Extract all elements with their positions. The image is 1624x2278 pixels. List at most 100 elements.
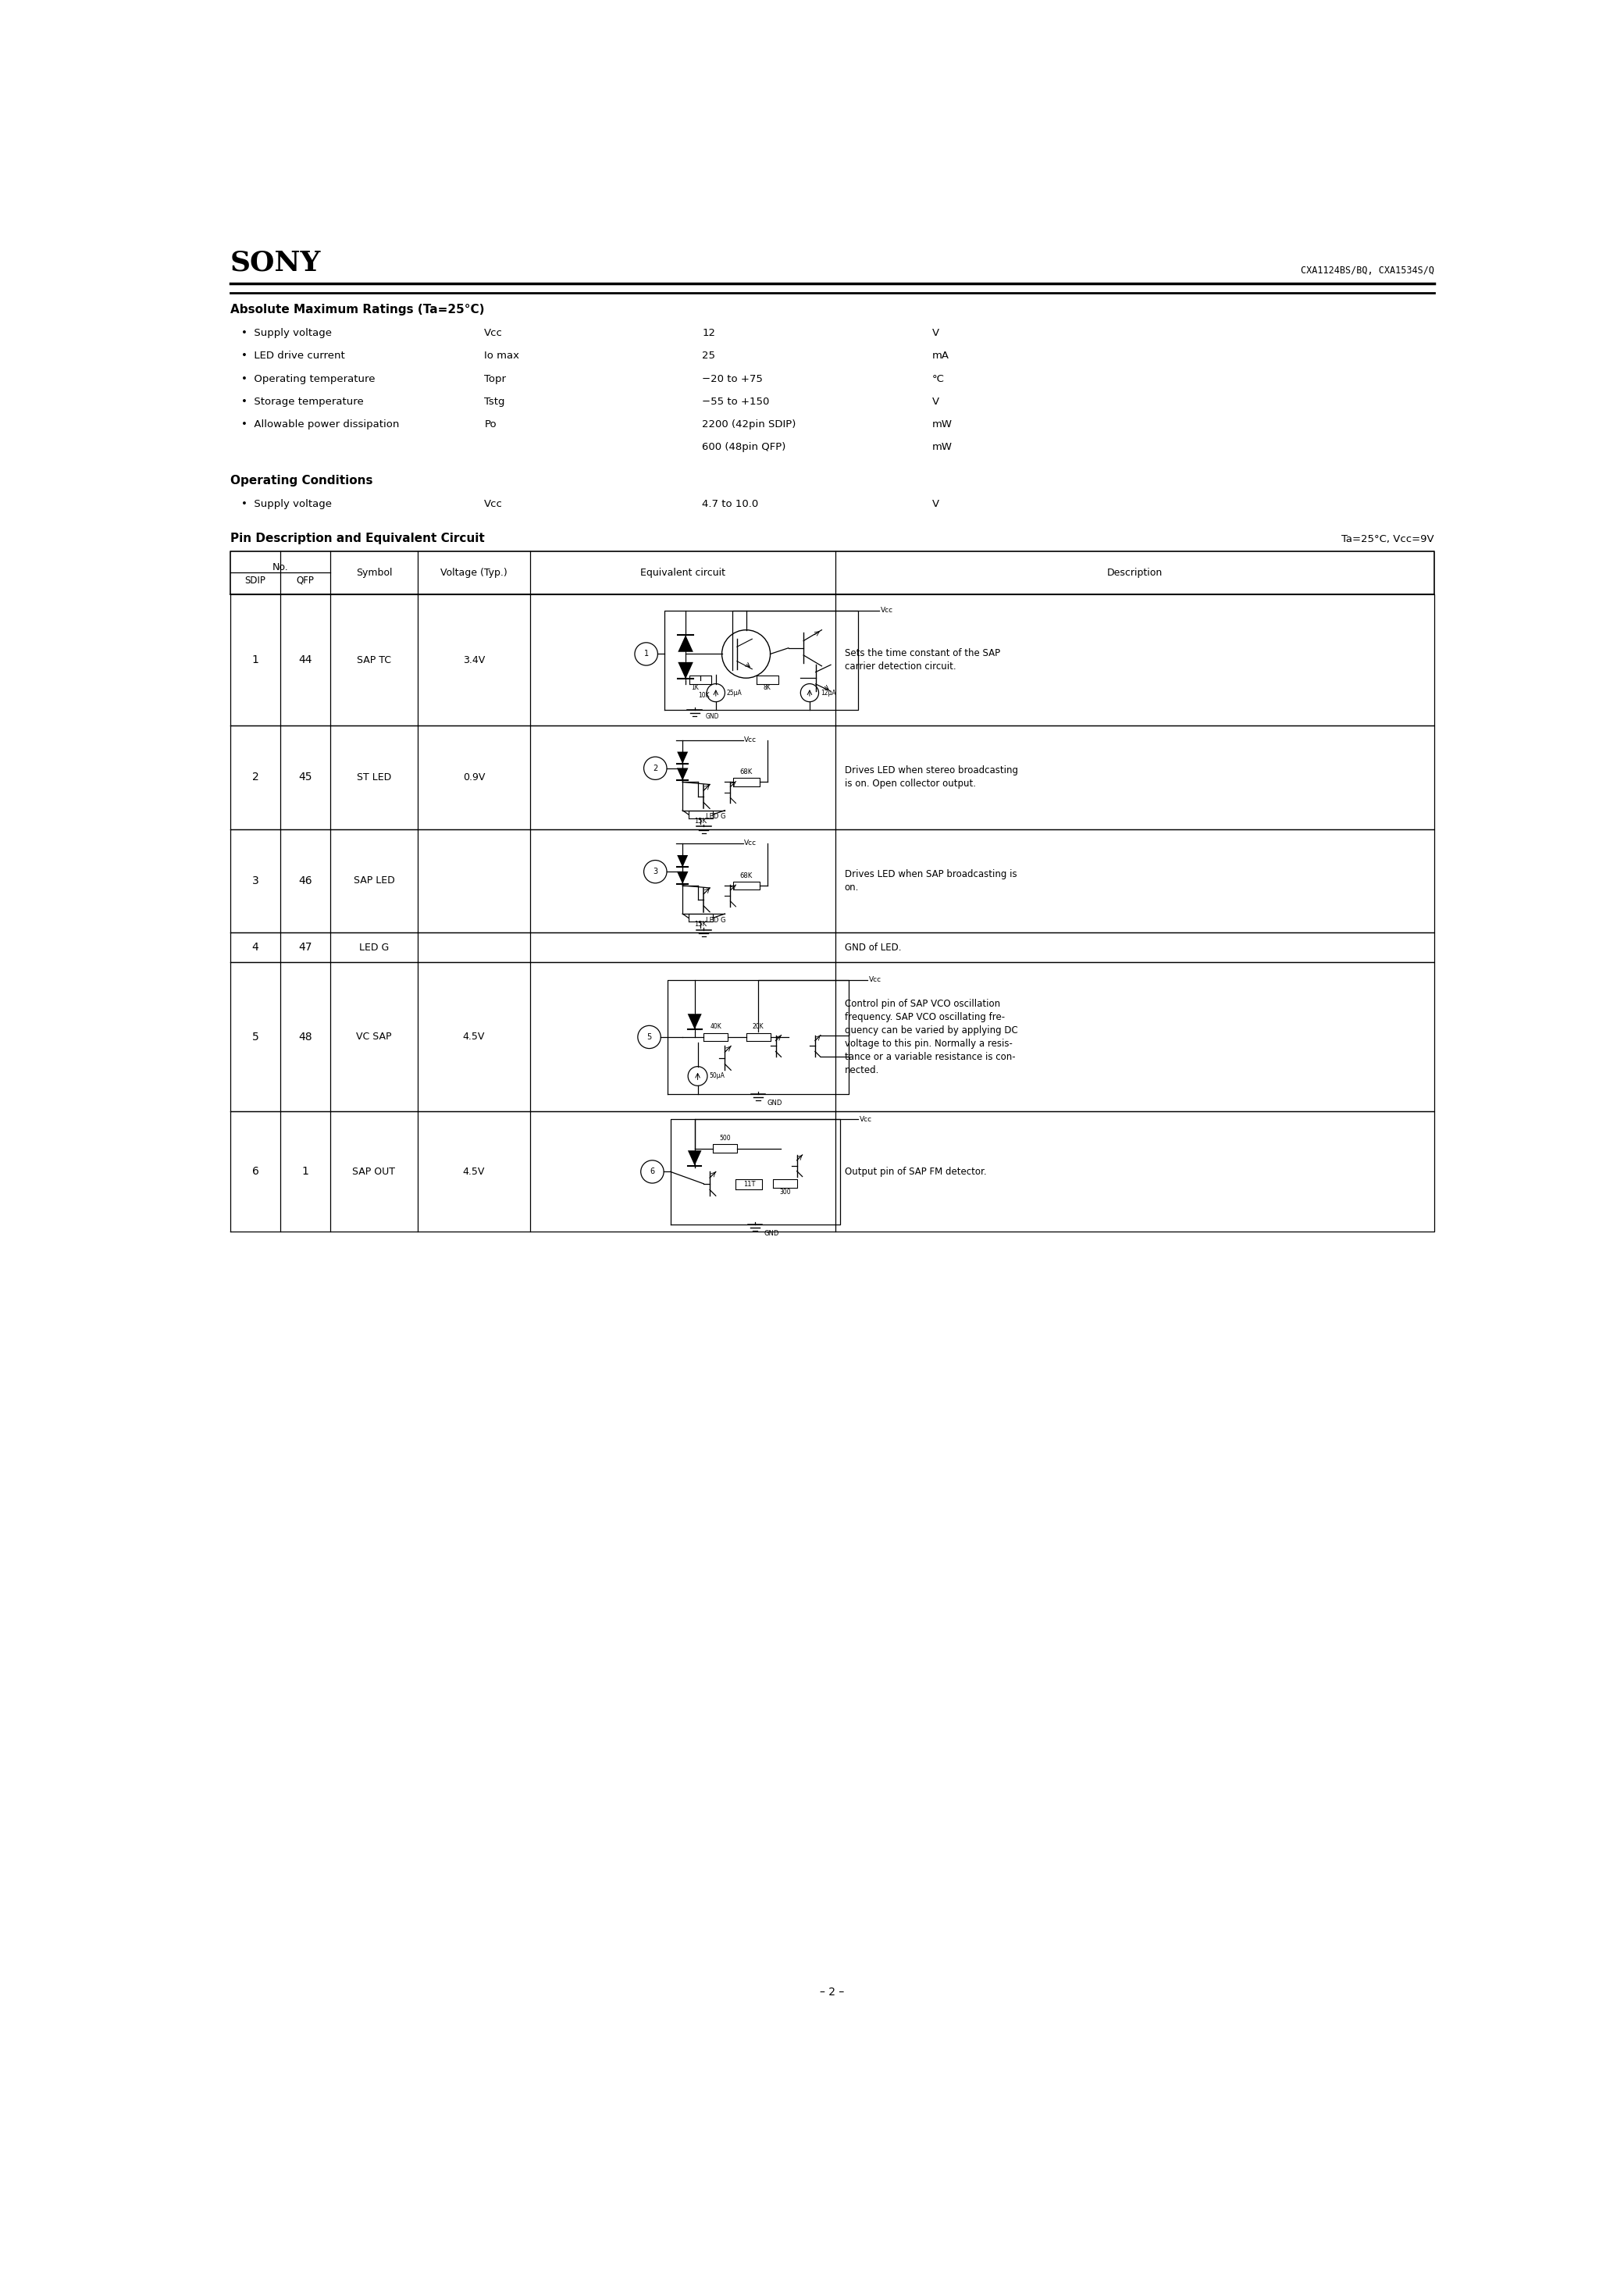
Text: 3: 3 xyxy=(252,875,258,886)
Text: 12μA: 12μA xyxy=(820,690,836,697)
Text: •  Operating temperature: • Operating temperature xyxy=(240,374,375,385)
Text: Ta=25°C, Vcc=9V: Ta=25°C, Vcc=9V xyxy=(1341,533,1434,544)
Text: •  Supply voltage: • Supply voltage xyxy=(240,499,331,508)
Text: 2: 2 xyxy=(653,765,658,772)
Polygon shape xyxy=(677,663,693,679)
Text: 6: 6 xyxy=(650,1169,654,1175)
Text: V: V xyxy=(932,499,939,508)
Text: Io max: Io max xyxy=(484,351,520,362)
Text: •  Storage temperature: • Storage temperature xyxy=(240,396,364,408)
Text: QFP: QFP xyxy=(296,576,313,585)
Text: 47: 47 xyxy=(299,943,312,952)
Text: SAP LED: SAP LED xyxy=(354,875,395,886)
Text: 4: 4 xyxy=(252,943,258,952)
Text: 5: 5 xyxy=(646,1034,651,1041)
Text: 44: 44 xyxy=(299,654,312,665)
Polygon shape xyxy=(677,768,689,781)
Polygon shape xyxy=(677,872,689,884)
Text: •  LED drive current: • LED drive current xyxy=(240,351,344,362)
Text: Operating Conditions: Operating Conditions xyxy=(231,474,374,485)
Text: VC SAP: VC SAP xyxy=(356,1032,391,1041)
Text: SAP OUT: SAP OUT xyxy=(352,1166,395,1178)
Text: mW: mW xyxy=(932,419,952,431)
Text: 6: 6 xyxy=(252,1166,258,1178)
Text: SAP TC: SAP TC xyxy=(357,656,391,665)
Text: 4.7 to 10.0: 4.7 to 10.0 xyxy=(702,499,758,508)
Text: 300: 300 xyxy=(780,1189,791,1196)
Text: LED G: LED G xyxy=(359,943,388,952)
Text: 15K: 15K xyxy=(695,920,706,927)
Text: Control pin of SAP VCO oscillation
frequency. SAP VCO oscillating fre-
quency ca: Control pin of SAP VCO oscillation frequ… xyxy=(844,998,1018,1075)
Text: 12: 12 xyxy=(702,328,716,339)
Text: Vcc: Vcc xyxy=(880,606,893,613)
Text: Voltage (Typ.): Voltage (Typ.) xyxy=(440,567,507,579)
Text: 48: 48 xyxy=(299,1032,312,1043)
Text: 3: 3 xyxy=(653,868,658,875)
Text: 8K: 8K xyxy=(763,683,771,690)
Text: Topr: Topr xyxy=(484,374,507,385)
Text: 0.9V: 0.9V xyxy=(463,772,486,781)
Polygon shape xyxy=(677,752,689,763)
Text: −55 to +150: −55 to +150 xyxy=(702,396,770,408)
Text: 5: 5 xyxy=(252,1032,258,1043)
Text: GND: GND xyxy=(705,713,719,720)
Text: 1: 1 xyxy=(643,649,648,658)
Text: GND: GND xyxy=(767,1100,783,1107)
Text: Absolute Maximum Ratings (Ta=25°C): Absolute Maximum Ratings (Ta=25°C) xyxy=(231,303,484,314)
Text: 2200 (42pin SDIP): 2200 (42pin SDIP) xyxy=(702,419,796,431)
Polygon shape xyxy=(677,854,689,868)
Text: Vcc: Vcc xyxy=(869,977,882,984)
Text: Vcc: Vcc xyxy=(744,841,757,847)
Text: V: V xyxy=(932,396,939,408)
Text: 2: 2 xyxy=(252,772,258,784)
Text: Vcc: Vcc xyxy=(484,499,503,508)
Text: 4.5V: 4.5V xyxy=(463,1032,486,1041)
Text: 4.5V: 4.5V xyxy=(463,1166,486,1178)
Text: mW: mW xyxy=(932,442,952,453)
Text: SDIP: SDIP xyxy=(245,576,266,585)
Text: 68K: 68K xyxy=(739,768,752,777)
Text: 10K: 10K xyxy=(698,693,710,699)
Text: •  Allowable power dissipation: • Allowable power dissipation xyxy=(240,419,400,431)
Polygon shape xyxy=(677,636,693,652)
Text: Tstg: Tstg xyxy=(484,396,505,408)
Text: GND: GND xyxy=(765,1230,780,1237)
Text: mA: mA xyxy=(932,351,950,362)
Text: 25: 25 xyxy=(702,351,716,362)
Text: Vcc: Vcc xyxy=(744,736,757,743)
Text: LED G: LED G xyxy=(706,813,726,820)
Text: Drives LED when SAP broadcasting is
on.: Drives LED when SAP broadcasting is on. xyxy=(844,868,1017,893)
Text: Symbol: Symbol xyxy=(356,567,391,579)
Text: −20 to +75: −20 to +75 xyxy=(702,374,763,385)
Text: •  Supply voltage: • Supply voltage xyxy=(240,328,331,339)
Text: – 2 –: – 2 – xyxy=(820,1986,844,1998)
Text: 1: 1 xyxy=(252,654,258,665)
Text: 11T: 11T xyxy=(744,1180,755,1187)
Text: 3.4V: 3.4V xyxy=(463,656,486,665)
Text: 25μA: 25μA xyxy=(726,690,742,697)
Text: 600 (48pin QFP): 600 (48pin QFP) xyxy=(702,442,786,453)
Text: 500: 500 xyxy=(719,1134,731,1141)
Polygon shape xyxy=(689,1150,702,1166)
Text: Pin Description and Equivalent Circuit: Pin Description and Equivalent Circuit xyxy=(231,533,484,544)
Text: ST LED: ST LED xyxy=(357,772,391,781)
Text: Vcc: Vcc xyxy=(859,1116,872,1123)
Text: 68K: 68K xyxy=(739,872,752,879)
Text: LED G: LED G xyxy=(706,916,726,925)
Text: Po: Po xyxy=(484,419,497,431)
Text: 20K: 20K xyxy=(752,1023,763,1030)
Text: 46: 46 xyxy=(299,875,312,886)
Text: Drives LED when stereo broadcasting
is on. Open collector output.: Drives LED when stereo broadcasting is o… xyxy=(844,765,1018,788)
Text: Equivalent circuit: Equivalent circuit xyxy=(640,567,724,579)
Text: CXA1124BS/BQ, CXA1534S/Q: CXA1124BS/BQ, CXA1534S/Q xyxy=(1301,267,1434,276)
Text: Sets the time constant of the SAP
carrier detection circuit.: Sets the time constant of the SAP carrie… xyxy=(844,649,1000,672)
Text: Vcc: Vcc xyxy=(484,328,503,339)
Text: 15K: 15K xyxy=(695,818,706,825)
Text: SONY: SONY xyxy=(231,248,322,276)
Text: 45: 45 xyxy=(299,772,312,784)
Text: 1K: 1K xyxy=(690,683,698,690)
Text: Description: Description xyxy=(1108,567,1163,579)
Text: Output pin of SAP FM detector.: Output pin of SAP FM detector. xyxy=(844,1166,986,1178)
Text: V: V xyxy=(932,328,939,339)
Text: 1: 1 xyxy=(302,1166,309,1178)
